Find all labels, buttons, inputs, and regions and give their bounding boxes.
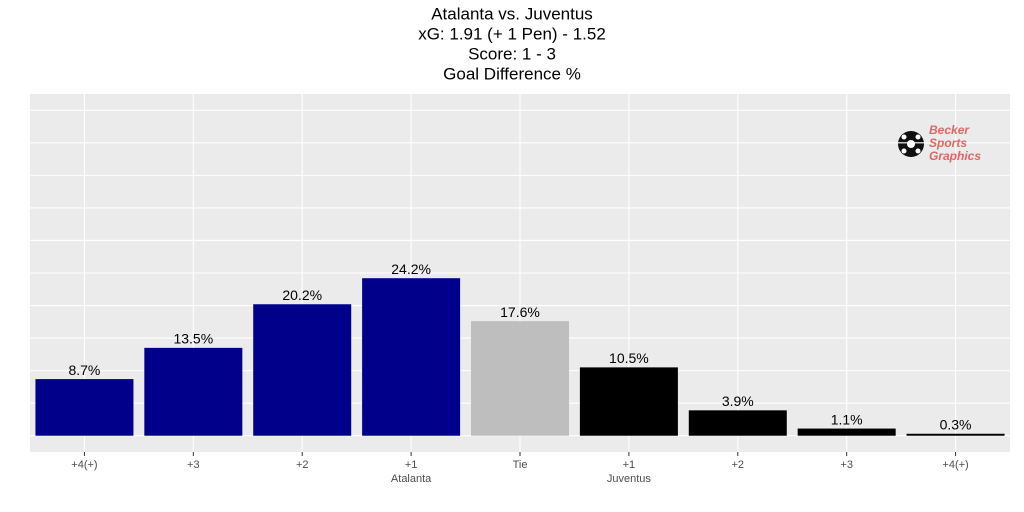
bar (144, 347, 243, 436)
x-tick-label: Tie (513, 459, 528, 471)
value-label: 13.5% (173, 331, 213, 347)
value-label: 20.2% (282, 287, 322, 303)
value-label: 3.9% (722, 393, 754, 409)
watermark: Graphics (929, 149, 981, 163)
x-tick-label: +1 (405, 459, 418, 471)
watermark: Sports (929, 136, 967, 150)
value-label: 24.2% (391, 261, 431, 277)
chart-title: Score: 1 - 3 (468, 44, 556, 63)
x-tick-label: +2 (732, 459, 745, 471)
value-label: 0.3% (940, 416, 972, 432)
x-tick-label: +3 (840, 459, 853, 471)
value-label: 10.5% (609, 350, 649, 366)
x-tick-label: +1 (623, 459, 636, 471)
bar (253, 304, 352, 436)
chart-title: xG: 1.91 (+ 1 Pen) - 1.52 (418, 24, 606, 43)
x-tick-label: +2 (296, 459, 309, 471)
x-sublabel: Juventus (607, 473, 652, 485)
x-sublabel: Atalanta (391, 473, 432, 485)
bar (362, 278, 461, 436)
bar (797, 428, 896, 436)
chart-title: Goal Difference % (443, 64, 581, 83)
value-label: 1.1% (831, 411, 863, 427)
bar (688, 410, 787, 436)
x-tick-label: +4(+) (942, 459, 968, 471)
chart-title: Atalanta vs. Juventus (431, 4, 593, 23)
bar (579, 367, 678, 436)
bar (906, 433, 1005, 436)
logo-ball (898, 131, 924, 157)
x-tick-label: +4(+) (71, 459, 97, 471)
watermark: Becker (929, 123, 970, 137)
value-label: 8.7% (68, 362, 100, 378)
bar (35, 379, 134, 436)
x-tick-label: +3 (187, 459, 200, 471)
bar (471, 321, 569, 436)
value-label: 17.6% (500, 304, 540, 320)
